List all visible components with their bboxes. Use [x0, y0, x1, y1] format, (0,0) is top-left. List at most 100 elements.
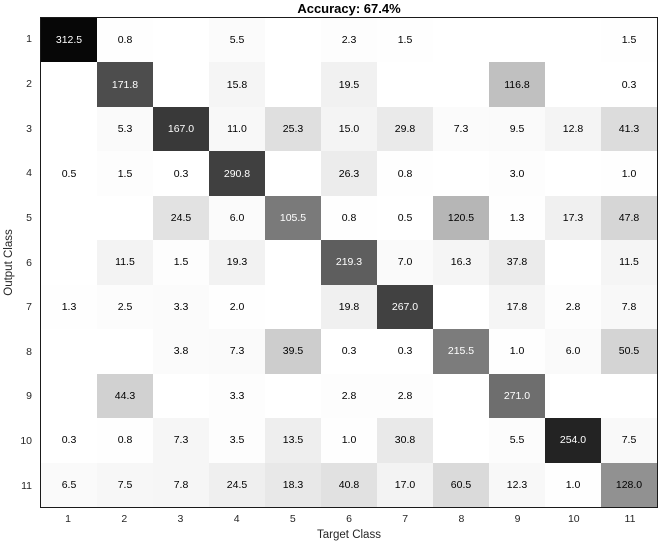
matrix-cell: 1.5: [153, 240, 209, 285]
matrix-cell: [41, 195, 97, 241]
y-tick-label: 3: [26, 122, 32, 135]
matrix-cell: 18.3: [265, 462, 321, 507]
matrix-cell: [433, 284, 489, 330]
matrix-cell: [433, 151, 489, 196]
matrix-cell: 2.8: [377, 373, 433, 419]
matrix-cell: 1.5: [377, 18, 433, 63]
matrix-cell: 5.5: [209, 18, 265, 63]
x-tick-label: 10: [567, 512, 580, 525]
matrix-cell: 19.5: [321, 62, 377, 107]
matrix-cell: 26.3: [321, 151, 377, 196]
matrix-cell: 3.3: [209, 373, 265, 419]
matrix-cell: 215.5: [433, 329, 489, 374]
matrix-cell: 1.5: [97, 151, 153, 196]
matrix-cell: 7.3: [209, 329, 265, 374]
matrix-cell: 7.3: [153, 418, 209, 463]
matrix-cell: 41.3: [601, 106, 657, 152]
matrix-cell: [265, 18, 321, 63]
matrix-cell: 1.5: [601, 18, 657, 63]
matrix-cell: [545, 62, 601, 107]
matrix-cell: 0.8: [377, 151, 433, 196]
matrix-cell: 3.0: [489, 151, 545, 196]
y-tick-label: 8: [26, 345, 32, 358]
matrix-cell: [41, 62, 97, 107]
matrix-cell: [545, 240, 601, 285]
matrix-cell: 11.5: [97, 240, 153, 285]
matrix-cell: 0.8: [97, 18, 153, 63]
matrix-cell: 312.5: [41, 18, 97, 63]
matrix-cell: 17.0: [377, 462, 433, 507]
y-tick-label: 10: [20, 435, 32, 448]
matrix-cell: 2.3: [321, 18, 377, 63]
matrix-cell: 24.5: [153, 195, 209, 241]
matrix-cell: 15.0: [321, 106, 377, 152]
matrix-cell: 39.5: [265, 329, 321, 374]
y-tick-label: 1: [26, 33, 32, 46]
x-axis-label: Target Class: [317, 529, 381, 541]
matrix-cell: 1.0: [545, 462, 601, 507]
matrix-cell: 9.5: [489, 106, 545, 152]
x-tick-label: 6: [346, 512, 352, 525]
matrix-cell: 5.5: [489, 418, 545, 463]
matrix-cell: [153, 18, 209, 63]
matrix-cell: [433, 418, 489, 463]
matrix-cell: [545, 18, 601, 63]
matrix-cell: 0.3: [601, 62, 657, 107]
matrix-cell: [97, 195, 153, 241]
matrix-cell: 6.0: [209, 195, 265, 241]
matrix-cell: [545, 373, 601, 419]
y-tick-label: 6: [26, 256, 32, 269]
matrix-cell: 50.5: [601, 329, 657, 374]
matrix-cell: 11.0: [209, 106, 265, 152]
matrix-cell: [41, 106, 97, 152]
matrix-cell: 12.8: [545, 106, 601, 152]
matrix-cell: 1.0: [321, 418, 377, 463]
matrix-cell: 0.8: [97, 418, 153, 463]
matrix-cell: 11.5: [601, 240, 657, 285]
matrix-cell: 3.5: [209, 418, 265, 463]
matrix-cell: [489, 18, 545, 63]
matrix-cell: 15.8: [209, 62, 265, 107]
matrix-cell: 7.0: [377, 240, 433, 285]
chart-title: Accuracy: 67.4%: [297, 1, 401, 16]
matrix-cell: 6.5: [41, 462, 97, 507]
matrix-cell: 6.0: [545, 329, 601, 374]
matrix-cell: 1.0: [601, 151, 657, 196]
matrix-cell: [41, 373, 97, 419]
matrix-cell: 30.8: [377, 418, 433, 463]
matrix-cell: 3.3: [153, 284, 209, 330]
matrix-cell: [601, 373, 657, 419]
matrix-cell: 0.3: [153, 151, 209, 196]
matrix-cell: 19.3: [209, 240, 265, 285]
matrix-cell: 267.0: [377, 284, 433, 330]
matrix-cell: 5.3: [97, 106, 153, 152]
matrix-cell: 12.3: [489, 462, 545, 507]
y-tick-label: 9: [26, 390, 32, 403]
x-tick-label: 7: [402, 512, 409, 525]
matrix-cell: [265, 373, 321, 419]
matrix-cell: 271.0: [489, 373, 545, 419]
y-tick-label: 4: [26, 167, 32, 180]
matrix-cell: 1.3: [489, 195, 545, 241]
matrix-cell: 290.8: [209, 151, 265, 196]
matrix-cell: [545, 151, 601, 196]
x-tick-label: 11: [624, 512, 636, 525]
matrix-cell: 25.3: [265, 106, 321, 152]
matrix-cell: 17.3: [545, 195, 601, 241]
matrix-cell: [153, 62, 209, 107]
matrix-cell: 254.0: [545, 418, 601, 463]
x-tick-label: 8: [458, 512, 465, 525]
matrix-cell: 128.0: [601, 462, 657, 507]
y-tick-label: 5: [26, 211, 32, 224]
matrix-cell: 19.8: [321, 284, 377, 330]
matrix-cell: 0.3: [41, 418, 97, 463]
confusion-matrix-grid: 312.5 0.8 5.5 2.3 1.5 1.5 171.8 15.8 19.5 116.8 0.…: [40, 17, 658, 508]
x-tick-label: 3: [177, 512, 184, 525]
matrix-cell: [97, 329, 153, 374]
x-axis-ticks: 1 2 3 4 5 6 7 8 9 10 11: [40, 511, 658, 526]
matrix-cell: 7.8: [601, 284, 657, 330]
matrix-cell: [41, 329, 97, 374]
matrix-cell: 105.5: [265, 195, 321, 241]
matrix-cell: 0.3: [377, 329, 433, 374]
